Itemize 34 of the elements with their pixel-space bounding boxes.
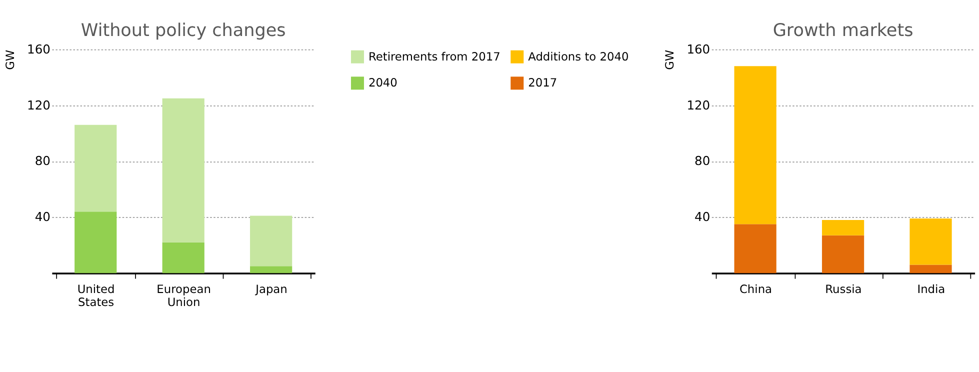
legend-label: 2040 <box>368 76 398 90</box>
y-tick-label: 120 <box>686 98 710 112</box>
y-tick-label: 160 <box>27 42 50 56</box>
x-tick-label: European Union <box>156 282 211 309</box>
y-tick-label: 40 <box>694 210 710 224</box>
y-axis-title: GW <box>662 50 677 70</box>
bar <box>910 264 952 274</box>
bar <box>822 235 864 274</box>
chart-title: Without policy changes <box>80 21 286 42</box>
bar <box>734 66 776 224</box>
bar <box>250 266 292 274</box>
legend-label: Additions to 2040 <box>528 49 629 64</box>
bar <box>822 220 864 236</box>
y-tick-label: 40 <box>34 210 50 224</box>
chart-title: Growth markets <box>772 21 914 42</box>
legend-label: 2017 <box>528 76 558 90</box>
y-tick-label: 160 <box>686 42 710 56</box>
x-tick-label: United States <box>77 282 115 309</box>
bar <box>162 242 204 274</box>
bar <box>74 212 117 274</box>
bar <box>250 216 292 266</box>
bar <box>910 218 952 265</box>
x-tick-label: Russia <box>825 282 862 296</box>
y-tick-label: 120 <box>27 98 50 112</box>
y-axis-title: GW <box>2 50 17 70</box>
bar <box>162 98 204 242</box>
bar <box>74 124 117 212</box>
legend-label: Retirements from 2017 <box>368 49 500 64</box>
x-tick-label: Japan <box>254 282 288 296</box>
y-tick-label: 80 <box>34 154 50 168</box>
bar <box>734 224 776 274</box>
x-tick-label: India <box>917 282 946 296</box>
x-tick-label: China <box>739 282 772 296</box>
y-tick-label: 80 <box>694 154 710 168</box>
